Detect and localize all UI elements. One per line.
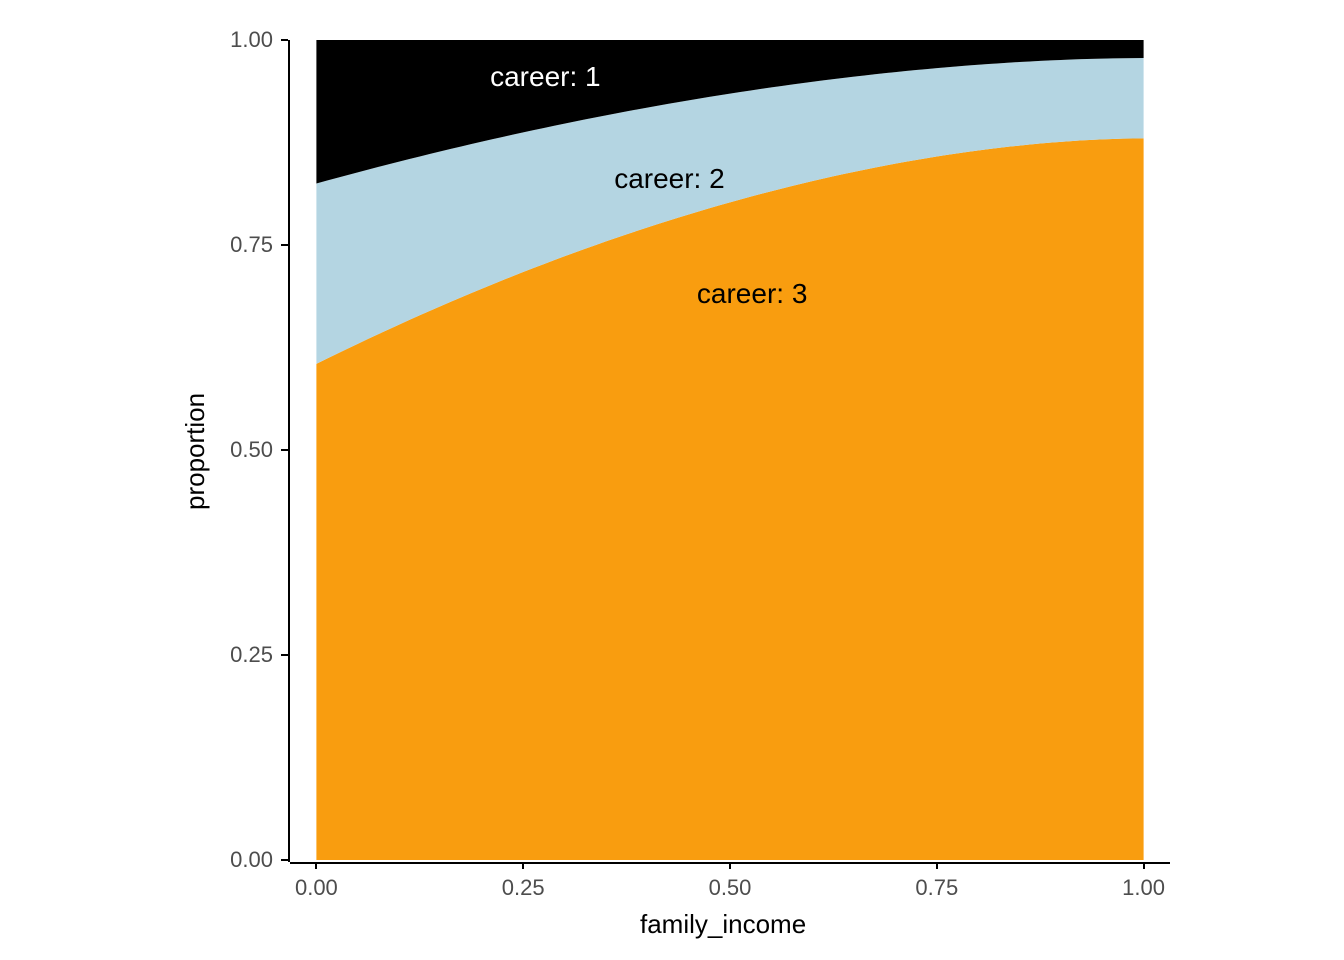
x-tick — [1143, 862, 1145, 869]
y-tick — [281, 654, 288, 656]
x-tick — [522, 862, 524, 869]
x-tick — [729, 862, 731, 869]
x-tick-label: 0.50 — [709, 875, 752, 901]
y-tick-label: 1.00 — [223, 27, 273, 53]
x-tick-label: 0.25 — [502, 875, 545, 901]
y-tick-label: 0.25 — [223, 642, 273, 668]
y-tick-label: 0.75 — [223, 232, 273, 258]
stacked-area-chart: career: 1 career: 2 career: 3 proportion f… — [120, 20, 1220, 940]
y-tick — [281, 859, 288, 861]
stacked-area-svg — [290, 40, 1170, 860]
chart-annotation: career: 3 — [697, 278, 808, 310]
x-tick-label: 0.00 — [295, 875, 338, 901]
y-tick-label: 0.00 — [223, 847, 273, 873]
y-tick — [281, 39, 288, 41]
x-tick-label: 1.00 — [1122, 875, 1165, 901]
y-tick — [281, 449, 288, 451]
chart-annotation: career: 1 — [490, 61, 601, 93]
plot-area: career: 1 career: 2 career: 3 — [290, 40, 1170, 860]
x-tick — [936, 862, 938, 869]
y-axis-line — [288, 40, 290, 862]
x-tick-label: 0.75 — [915, 875, 958, 901]
y-axis-label: proportion — [180, 393, 211, 510]
y-tick — [281, 244, 288, 246]
x-axis-label: family_income — [640, 909, 806, 940]
x-tick — [315, 862, 317, 869]
y-tick-label: 0.50 — [223, 437, 273, 463]
chart-annotation: career: 2 — [614, 163, 725, 195]
